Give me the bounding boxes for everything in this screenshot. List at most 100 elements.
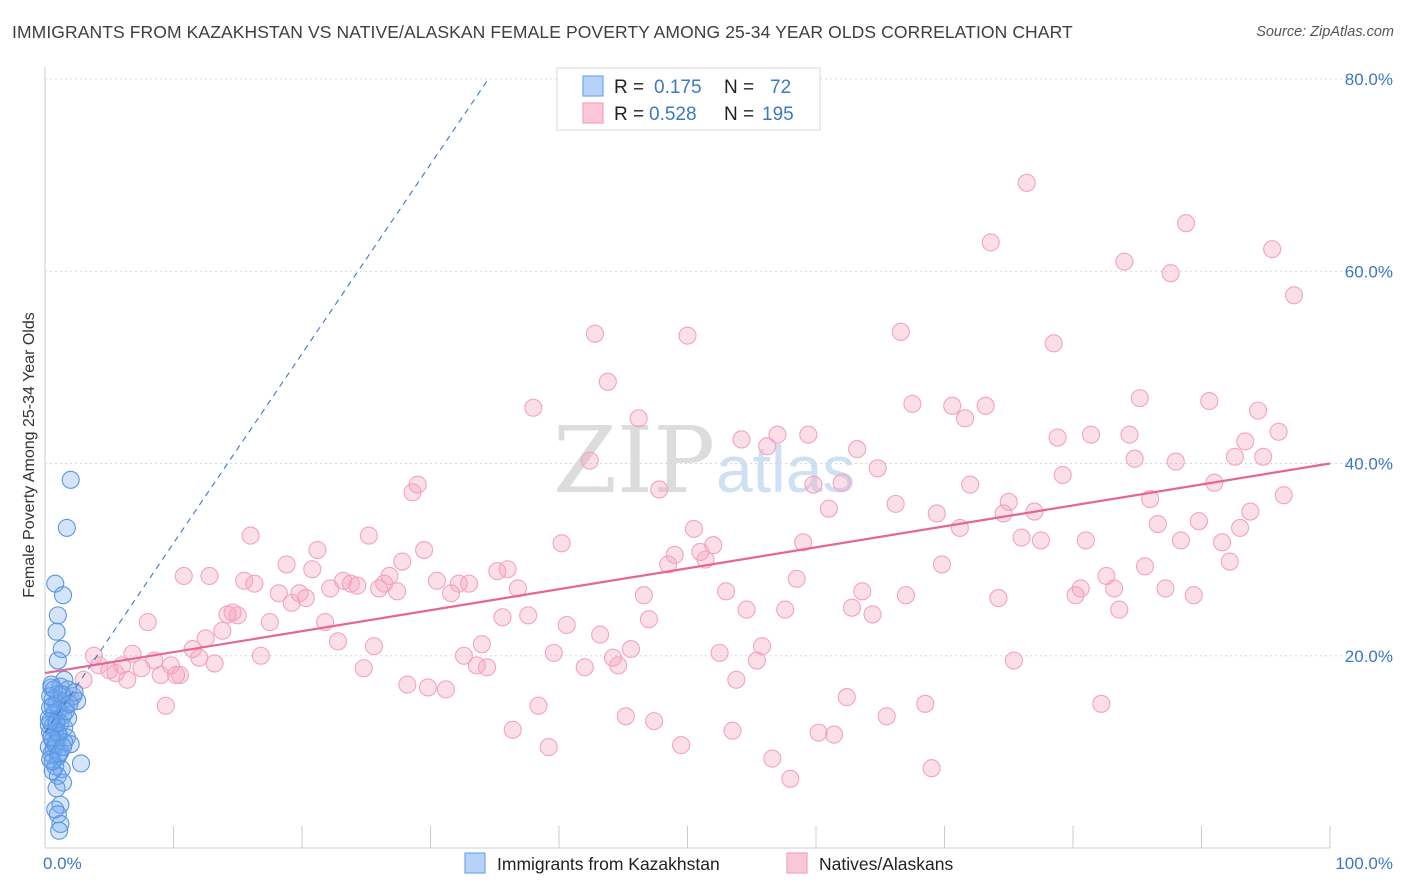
series-natives-alaskans (61, 173, 1304, 788)
point-natives-alaskans (364, 637, 384, 656)
point-natives-alaskans (781, 769, 800, 788)
point-natives-alaskans (1269, 422, 1288, 441)
point-natives-alaskans (776, 600, 795, 619)
point-natives-alaskans (398, 675, 417, 694)
point-natives-alaskans (303, 560, 322, 579)
point-immigrants-kazakhstan (57, 518, 76, 537)
point-immigrants-kazakhstan (47, 779, 66, 798)
point-natives-alaskans (609, 656, 628, 675)
point-natives-alaskans (616, 707, 635, 726)
point-natives-alaskans (190, 648, 209, 667)
y-tick-label: 80.0% (1345, 70, 1393, 89)
point-natives-alaskans (989, 589, 1008, 608)
point-natives-alaskans (449, 574, 468, 593)
point-natives-alaskans (716, 582, 736, 601)
point-natives-alaskans (493, 608, 512, 627)
point-natives-alaskans (170, 665, 189, 685)
point-natives-alaskans (442, 584, 461, 603)
point-natives-alaskans (1110, 600, 1129, 619)
point-natives-alaskans (348, 576, 367, 595)
point-natives-alaskans (1184, 586, 1203, 605)
point-natives-alaskans (296, 589, 315, 608)
point-natives-alaskans (981, 233, 1000, 252)
point-natives-alaskans (799, 425, 818, 444)
point-natives-alaskans (877, 707, 896, 726)
point-natives-alaskans (704, 536, 723, 555)
point-natives-alaskans (961, 475, 980, 494)
point-natives-alaskans (1161, 264, 1180, 283)
point-immigrants-kazakhstan (47, 622, 66, 641)
point-natives-alaskans (621, 639, 641, 659)
point-natives-alaskans (1231, 518, 1250, 537)
point-natives-alaskans (529, 696, 548, 715)
trend-line-kazakhstan (44, 78, 489, 733)
legend-n-label-1: N = (724, 77, 754, 98)
point-natives-alaskans (1115, 252, 1134, 271)
point-natives-alaskans (74, 670, 93, 689)
point-natives-alaskans (1120, 425, 1139, 444)
point-immigrants-kazakhstan (52, 639, 71, 659)
point-natives-alaskans (853, 582, 872, 601)
point-natives-alaskans (916, 694, 935, 713)
point-natives-alaskans (1071, 579, 1090, 598)
legend-n-value-1: 72 (770, 77, 791, 98)
point-natives-alaskans (436, 680, 455, 699)
point-natives-alaskans (260, 613, 279, 632)
point-natives-alaskans (832, 473, 851, 492)
point-natives-alaskans (415, 540, 434, 560)
point-natives-alaskans (544, 643, 563, 662)
legend-r-value-2: 0.528 (649, 104, 697, 125)
point-natives-alaskans (575, 658, 594, 677)
point-natives-alaskans (1081, 425, 1101, 444)
point-natives-alaskans (585, 324, 605, 343)
point-natives-alaskans (213, 621, 232, 640)
point-natives-alaskans (819, 499, 838, 518)
bottom-legend-label-pink: Natives/Alaskans (819, 854, 953, 874)
point-natives-alaskans (1166, 452, 1185, 471)
point-natives-alaskans (1263, 240, 1282, 259)
point-natives-alaskans (758, 437, 777, 456)
point-natives-alaskans (1254, 447, 1273, 466)
legend-r-label-1: R = (614, 77, 644, 98)
point-natives-alaskans (269, 584, 288, 603)
point-natives-alaskans (241, 526, 260, 545)
point-natives-alaskans (768, 425, 787, 444)
point-natives-alaskans (156, 696, 175, 715)
point-natives-alaskans (1053, 465, 1072, 485)
point-natives-alaskans (665, 545, 684, 564)
point-natives-alaskans (308, 540, 327, 560)
point-natives-alaskans (196, 629, 215, 648)
point-natives-alaskans (943, 396, 962, 415)
tick-labels: 20.0% 40.0% 60.0% 80.0% 0.0% 100.0% (43, 70, 1393, 873)
point-natives-alaskans (1004, 651, 1023, 670)
point-immigrants-kazakhstan (42, 728, 61, 747)
point-natives-alaskans (710, 643, 729, 662)
point-natives-alaskans (1105, 579, 1124, 598)
trend-lines (44, 78, 1331, 733)
point-natives-alaskans (1200, 391, 1219, 411)
point-natives-alaskans (427, 571, 446, 590)
y-tick-label: 20.0% (1345, 647, 1393, 666)
point-natives-alaskans (787, 569, 806, 588)
point-natives-alaskans (837, 688, 856, 707)
point-natives-alaskans (388, 582, 407, 601)
point-natives-alaskans (418, 678, 437, 697)
point-natives-alaskans (645, 712, 664, 731)
point-natives-alaskans (161, 656, 180, 675)
point-immigrants-kazakhstan (50, 821, 69, 840)
point-natives-alaskans (809, 723, 828, 742)
point-natives-alaskans (459, 574, 479, 593)
point-natives-alaskans (1076, 531, 1095, 550)
point-natives-alaskans (886, 494, 905, 513)
point-natives-alaskans (824, 725, 844, 744)
point-natives-alaskans (932, 555, 951, 574)
point-natives-alaskans (794, 533, 813, 552)
y-tick-label: 60.0% (1345, 262, 1393, 281)
point-immigrants-kazakhstan (43, 752, 62, 771)
point-natives-alaskans (1017, 173, 1036, 192)
point-natives-alaskans (359, 526, 378, 545)
point-natives-alaskans (235, 571, 254, 590)
point-immigrants-kazakhstan (51, 814, 70, 834)
point-natives-alaskans (580, 451, 599, 470)
